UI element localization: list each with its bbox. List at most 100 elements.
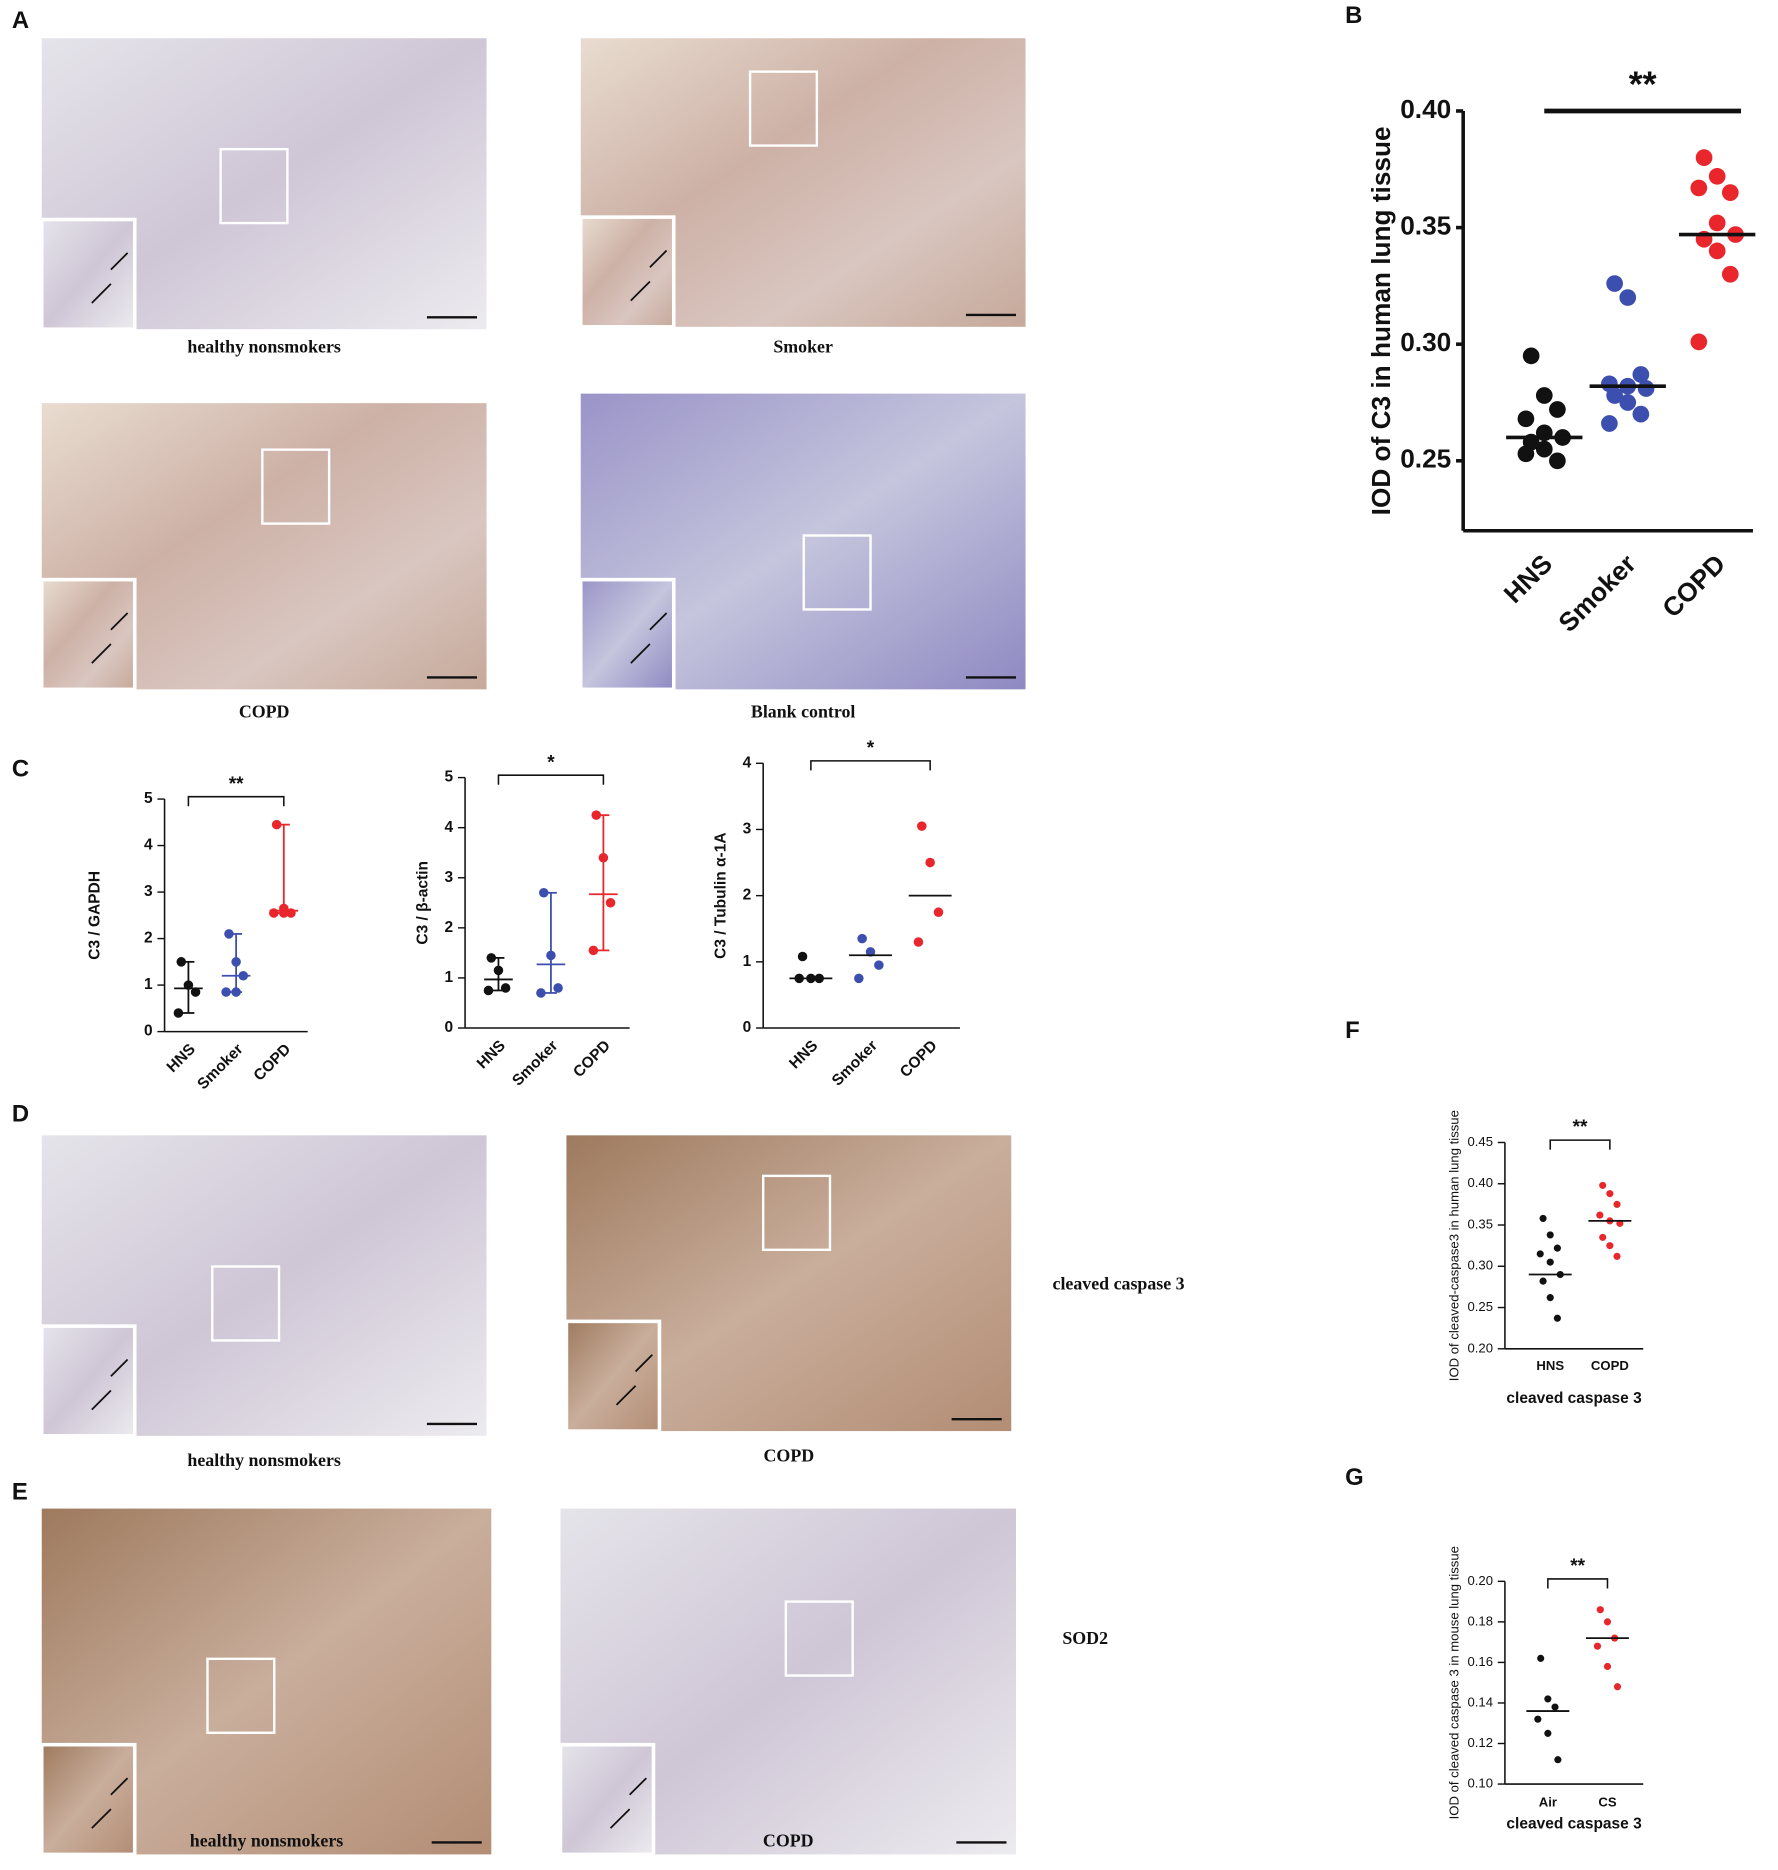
data-point	[1690, 179, 1708, 197]
data-point	[553, 983, 563, 993]
significance-label: **	[1629, 65, 1657, 105]
data-point	[1551, 1703, 1559, 1711]
y-tick-label: 0.18	[1467, 1613, 1493, 1628]
arrow	[609, 1808, 631, 1829]
data-point	[231, 987, 241, 997]
data-point	[493, 965, 504, 976]
significance-bracket	[810, 760, 931, 771]
y-tick-label: 1	[743, 953, 752, 970]
y-tick-label: 0.30	[1467, 1258, 1493, 1273]
image-caption: Blank control	[751, 701, 855, 721]
data-point	[176, 957, 187, 967]
arrow	[110, 1358, 129, 1377]
zoom-box	[784, 1600, 854, 1677]
data-point	[279, 908, 289, 918]
x-tick-label: HNS	[1536, 1358, 1564, 1373]
x-tick-label: Smoker	[829, 1037, 881, 1089]
y-tick-label: 0.45	[1467, 1134, 1493, 1149]
y-tick-label: 0.14	[1467, 1694, 1493, 1709]
data-point	[1549, 401, 1566, 418]
data-point	[1603, 1662, 1612, 1671]
data-point	[917, 821, 927, 831]
significance-label: **	[1573, 1117, 1588, 1138]
panel-label: G	[1345, 1464, 1364, 1491]
y-tick-label: 0.12	[1467, 1735, 1493, 1750]
data-point	[1546, 1231, 1554, 1239]
y-tick-label: 4	[144, 837, 153, 854]
data-point	[1708, 242, 1726, 260]
x-tick-label: HNS	[474, 1037, 509, 1072]
significance-label: **	[229, 774, 244, 795]
arrow	[634, 1354, 653, 1373]
data-point	[1553, 1244, 1561, 1252]
data-point	[1517, 445, 1535, 463]
x-axis-label: cleaved caspase 3	[1506, 1390, 1642, 1407]
significance-label: *	[867, 738, 875, 759]
data-point	[857, 933, 867, 944]
x-tick-label: COPD	[1656, 548, 1731, 623]
significance-bracket	[1547, 1578, 1609, 1589]
data-point	[221, 987, 231, 997]
inset	[578, 215, 676, 329]
data-point	[1539, 1214, 1547, 1222]
y-axis-label: IOD of C3 in human lung tissue	[1366, 126, 1396, 515]
image-caption: COPD	[239, 701, 290, 721]
data-point	[1606, 387, 1623, 404]
data-point	[1613, 1200, 1621, 1208]
inset	[39, 217, 137, 332]
data-point	[1637, 380, 1655, 397]
data-point	[1522, 347, 1540, 365]
arrow	[91, 283, 112, 304]
y-axis-label: IOD of cleaved-caspase3 in human lung ti…	[1446, 1110, 1461, 1381]
data-point	[925, 857, 935, 868]
arrow	[629, 1777, 647, 1796]
y-axis-label: C3 / β-actin	[414, 861, 431, 945]
inset	[578, 577, 676, 692]
data-point	[224, 929, 234, 939]
data-point	[1606, 275, 1623, 292]
x-tick-label: Smoker	[509, 1037, 561, 1089]
zoom-box	[748, 70, 819, 147]
data-point	[1708, 167, 1726, 185]
y-tick-label: 2	[743, 887, 752, 904]
significance-bracket	[497, 774, 605, 785]
data-point	[865, 947, 876, 957]
y-tick-label: 0.25	[1467, 1299, 1493, 1314]
data-point	[1553, 1314, 1561, 1322]
data-point	[1606, 1190, 1614, 1198]
y-tick-label: 0.40	[1467, 1175, 1493, 1190]
zoom-box	[761, 1174, 832, 1252]
y-tick-label: 0.30	[1400, 327, 1451, 357]
data-point	[605, 898, 616, 908]
inset	[39, 1742, 137, 1857]
y-axis-label: C3 / Tubulin α-1A	[713, 832, 730, 958]
x-tick-label: HNS	[164, 1041, 199, 1076]
data-point	[1535, 387, 1553, 404]
y-tick-label: 1	[144, 976, 153, 993]
data-point	[271, 819, 282, 830]
arrow	[649, 249, 668, 268]
data-point	[874, 960, 884, 970]
y-tick-label: 0.16	[1467, 1654, 1493, 1669]
zoom-box	[802, 534, 872, 611]
arrow	[649, 612, 668, 631]
arrow	[110, 1777, 129, 1796]
arrow	[630, 280, 651, 302]
y-axis-label: C3 / GAPDH	[86, 871, 103, 960]
data-point	[500, 983, 511, 993]
inset	[564, 1319, 662, 1433]
side-label: SOD2	[1062, 1628, 1108, 1648]
data-point	[539, 888, 549, 898]
data-point	[1619, 289, 1637, 306]
panel-label: A	[12, 7, 29, 34]
image-caption: healthy nonsmokers	[187, 1450, 340, 1470]
data-point	[486, 953, 497, 963]
arrow	[91, 643, 112, 664]
inset	[558, 1742, 656, 1857]
data-point	[1517, 410, 1535, 428]
image-caption: healthy nonsmokers	[187, 336, 340, 356]
data-point	[190, 987, 201, 997]
panel-label: D	[12, 1100, 29, 1127]
y-tick-label: 0.35	[1400, 211, 1451, 241]
